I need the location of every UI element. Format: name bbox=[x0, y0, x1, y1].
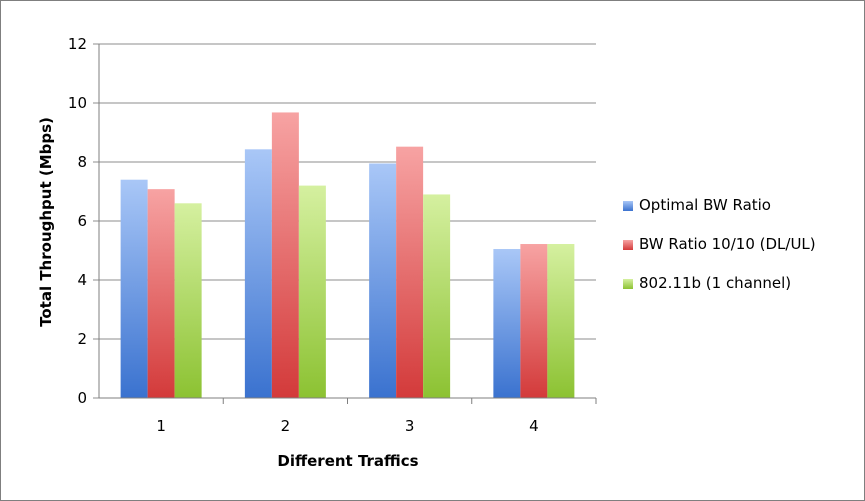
y-tick-label: 12 bbox=[68, 35, 87, 53]
bars bbox=[120, 112, 575, 398]
bar-1-1 bbox=[120, 179, 148, 398]
legend-label: BW Ratio 10/10 (DL/UL) bbox=[639, 235, 816, 253]
bar-3-3 bbox=[423, 194, 451, 398]
x-axis-title: Different Traffics bbox=[277, 452, 418, 470]
bar-3-4 bbox=[547, 244, 575, 398]
y-tick-label: 10 bbox=[68, 94, 87, 112]
bar-2-3 bbox=[396, 146, 424, 398]
legend-swatch bbox=[623, 240, 633, 250]
x-tick-label: 4 bbox=[529, 417, 539, 435]
bar-1-2 bbox=[244, 149, 272, 398]
bar-1-4 bbox=[493, 249, 521, 398]
bar-3-1 bbox=[174, 203, 202, 398]
y-tick-labels: 0 2 4 6 8 10 12 bbox=[68, 35, 87, 407]
y-tick-label: 6 bbox=[77, 212, 87, 230]
bar-3-2 bbox=[298, 185, 326, 398]
y-tick-label: 2 bbox=[77, 330, 87, 348]
y-tick-label: 8 bbox=[77, 153, 87, 171]
y-axis-title: Total Throughput (Mbps) bbox=[37, 117, 55, 327]
bar-2-1 bbox=[147, 189, 175, 398]
legend-label: 802.11b (1 channel) bbox=[639, 274, 791, 292]
legend-swatch bbox=[623, 279, 633, 289]
x-tick-labels: 1 2 3 4 bbox=[156, 398, 597, 435]
legend: Optimal BW Ratio BW Ratio 10/10 (DL/UL) 80… bbox=[623, 196, 816, 292]
legend-swatch bbox=[623, 201, 633, 211]
x-tick-label: 3 bbox=[405, 417, 415, 435]
bar-2-4 bbox=[520, 244, 548, 398]
bar-2-2 bbox=[271, 112, 299, 398]
x-tick-label: 2 bbox=[281, 417, 291, 435]
legend-label: Optimal BW Ratio bbox=[639, 196, 771, 214]
y-tick-label: 0 bbox=[77, 389, 87, 407]
x-tick-label: 1 bbox=[156, 417, 166, 435]
bar-1-3 bbox=[369, 163, 397, 398]
y-tick-label: 4 bbox=[77, 271, 87, 289]
